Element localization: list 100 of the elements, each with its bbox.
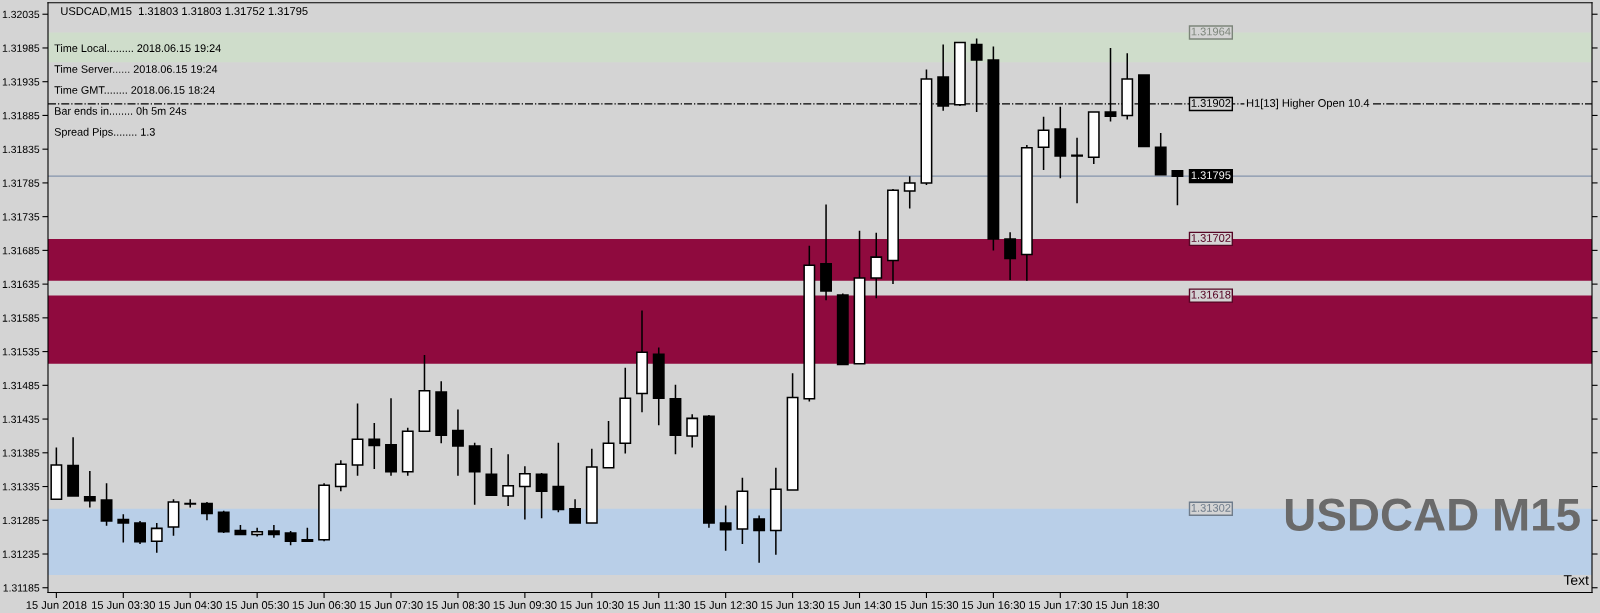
- x-tick-label: 15 Jun 06:30: [292, 601, 356, 609]
- y-tick-label: 1.31635: [2, 280, 40, 288]
- candlestick: [418, 354, 431, 432]
- x-tick-label: 15 Jun 2018: [26, 601, 87, 609]
- candlestick: [769, 466, 782, 556]
- candlestick: [669, 383, 682, 455]
- y-tick-label: 1.31435: [2, 415, 40, 423]
- x-tick-label: 15 Jun 11:30: [627, 601, 691, 609]
- candlestick: [1087, 110, 1100, 165]
- candlestick: [636, 309, 648, 414]
- x-tick-label: 15 Jun 04:30: [158, 601, 222, 609]
- candlestick: [502, 453, 515, 507]
- candlestick: [803, 244, 816, 403]
- band-label: 1.31702: [1191, 234, 1231, 242]
- candlestick: [870, 232, 883, 300]
- x-tick-label: 15 Jun 13:30: [761, 601, 825, 609]
- candlestick: [836, 292, 849, 366]
- y-tick-label: 1.31735: [2, 213, 40, 221]
- candlestick: [150, 522, 163, 554]
- candlestick: [117, 513, 130, 544]
- annotation: Spread Pips........ 1.3: [54, 127, 155, 138]
- candlestick: [619, 367, 632, 455]
- y-tick-label: 1.31785: [2, 179, 40, 187]
- annotation: Time GMT........ 2018.06.15 18:24: [54, 85, 215, 94]
- y-tick-label: 1.31335: [2, 483, 40, 491]
- candlestick: [1171, 169, 1184, 206]
- y-tick-label: 1.31385: [2, 449, 40, 457]
- candlestick: [853, 230, 866, 365]
- candlestick: [351, 402, 364, 477]
- y-tick-label: 1.31885: [2, 111, 40, 120]
- ref-line-label: 1.31902: [1191, 99, 1231, 107]
- y-tick-label: 1.32035: [2, 10, 40, 19]
- candlestick: [820, 203, 833, 302]
- candlestick: [552, 441, 565, 513]
- candlestick: [301, 526, 314, 543]
- text: Text: [1563, 575, 1589, 585]
- band-label: 1.31964: [1191, 27, 1231, 36]
- x-tick-label: 15 Jun 16:30: [962, 601, 1026, 609]
- candlestick: [401, 427, 414, 477]
- candlestick: [184, 498, 197, 509]
- candlestick: [67, 436, 80, 498]
- candlestick: [1020, 144, 1033, 282]
- y-tick-label: 1.31585: [2, 314, 40, 322]
- x-tick-label: 15 Jun 15:30: [895, 601, 959, 609]
- candlestick: [569, 498, 582, 524]
- x-tick-label: 15 Jun 18:30: [1095, 601, 1159, 609]
- annotation: H1[13] Higher Open 10.4: [1246, 98, 1370, 110]
- y-tick-label: 1.31185: [3, 584, 40, 592]
- x-tick-label: 15 Jun 03:30: [92, 601, 155, 609]
- x-tick-label: 15 Jun 10:30: [560, 601, 624, 609]
- candlestick: [887, 188, 899, 285]
- candlestick: [686, 413, 699, 449]
- candlestick: [1004, 231, 1017, 281]
- candlestick: [585, 447, 598, 525]
- ref-line-label: 1.31795: [1191, 171, 1231, 180]
- candlestick: [1071, 136, 1083, 204]
- annotation: Bar ends in........ 0h 5m 24s: [55, 106, 187, 115]
- candlestick: [753, 514, 766, 564]
- candlestick: [368, 422, 381, 470]
- x-tick-label: 15 Jun 17:30: [1029, 601, 1093, 609]
- chart-title: USDCAD,M15 1.31803 1.31803 1.31752 1.31795: [61, 7, 308, 17]
- band-label: 1.31302: [1191, 503, 1231, 512]
- candlestick: [652, 346, 665, 426]
- y-tick-label: 1.31285: [2, 516, 40, 525]
- candlestick: [201, 501, 213, 522]
- text: USDCAD M15: [1285, 498, 1580, 532]
- annotation: Time Local......... 2018.06.15 19:24: [54, 44, 221, 52]
- candlestick: [602, 420, 615, 469]
- x-tick-label: 15 Jun 14:30: [828, 601, 892, 609]
- x-tick-label: 15 Jun 07:30: [359, 601, 423, 609]
- candlestick: [318, 482, 331, 542]
- y-tick-label: 1.31935: [2, 78, 40, 86]
- candlestick: [334, 459, 347, 493]
- candlestick: [786, 372, 799, 491]
- candlestick: [217, 510, 230, 534]
- y-tick-label: 1.31685: [2, 246, 40, 255]
- y-tick-label: 1.31485: [2, 381, 40, 390]
- candlestick: [1154, 132, 1167, 177]
- x-tick-label: 15 Jun 05:30: [225, 601, 289, 609]
- candlestick: [284, 530, 297, 546]
- y-tick-label: 1.31985: [2, 44, 40, 52]
- candlestick: [251, 526, 264, 538]
- candlestick: [1037, 116, 1050, 171]
- y-tick-label: 1.31235: [2, 550, 40, 558]
- candlestick: [83, 470, 96, 509]
- candlestick: [100, 482, 113, 527]
- candlestick: [1054, 105, 1067, 179]
- candlestick: [167, 498, 180, 537]
- candlestick: [485, 447, 498, 497]
- candlestick: [435, 380, 448, 445]
- candlestick: [234, 524, 247, 536]
- candlestick: [719, 504, 732, 552]
- candlestick: [702, 414, 715, 529]
- candlestick: [385, 397, 397, 477]
- annotation: Time Server...... 2018.06.15 19:24: [54, 64, 218, 73]
- candlestick: [736, 476, 749, 545]
- candlestick: [451, 408, 464, 477]
- candlestick: [903, 175, 916, 210]
- x-tick-label: 15 Jun 09:30: [493, 601, 557, 609]
- candlestick: [134, 520, 146, 545]
